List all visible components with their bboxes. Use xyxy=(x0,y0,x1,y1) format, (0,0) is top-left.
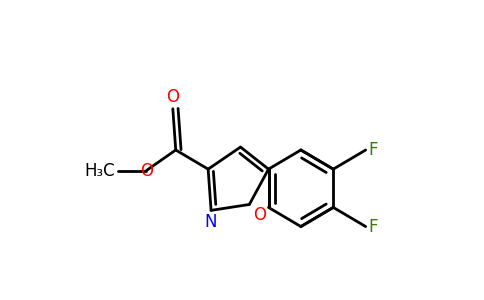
Text: F: F xyxy=(369,218,378,236)
Text: F: F xyxy=(369,141,378,159)
Text: H₃C: H₃C xyxy=(85,162,115,180)
Text: O: O xyxy=(253,206,266,224)
Text: N: N xyxy=(205,213,217,231)
Text: O: O xyxy=(140,162,153,180)
Text: O: O xyxy=(166,88,179,106)
